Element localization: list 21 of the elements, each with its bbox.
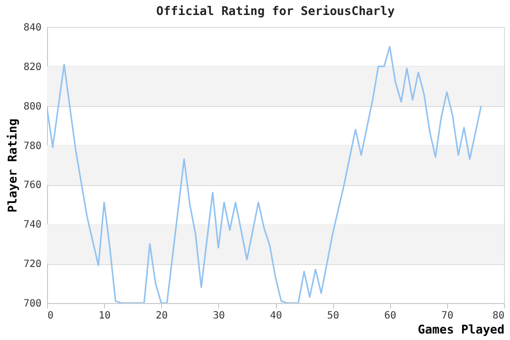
y-axis-title: Player Rating bbox=[5, 118, 20, 212]
y-tick-label: 720 bbox=[23, 259, 42, 270]
line-series bbox=[47, 46, 482, 303]
y-tick-label: 700 bbox=[23, 298, 42, 310]
x-tick-label: 50 bbox=[327, 310, 340, 322]
x-tick-label: 0 bbox=[48, 310, 54, 322]
x-tick-label: 80 bbox=[492, 310, 504, 322]
y-tick-label: 820 bbox=[23, 62, 42, 73]
x-tick-label: 30 bbox=[212, 310, 225, 322]
y-tick-label: 740 bbox=[23, 220, 42, 231]
x-tick-label: 40 bbox=[270, 310, 282, 322]
chart-title: Official Rating for SeriousCharly bbox=[156, 4, 395, 18]
x-tick-label: 20 bbox=[156, 310, 168, 322]
x-tick-label: 70 bbox=[441, 310, 454, 322]
y-tick-label: 760 bbox=[23, 180, 42, 192]
x-axis-title: Games Played bbox=[418, 322, 504, 336]
y-tick-label: 840 bbox=[23, 22, 42, 34]
x-tick-label: 60 bbox=[384, 310, 396, 322]
y-tick-label: 800 bbox=[23, 101, 42, 112]
x-tick-label: 10 bbox=[98, 310, 111, 322]
y-tick-label: 780 bbox=[23, 140, 42, 152]
